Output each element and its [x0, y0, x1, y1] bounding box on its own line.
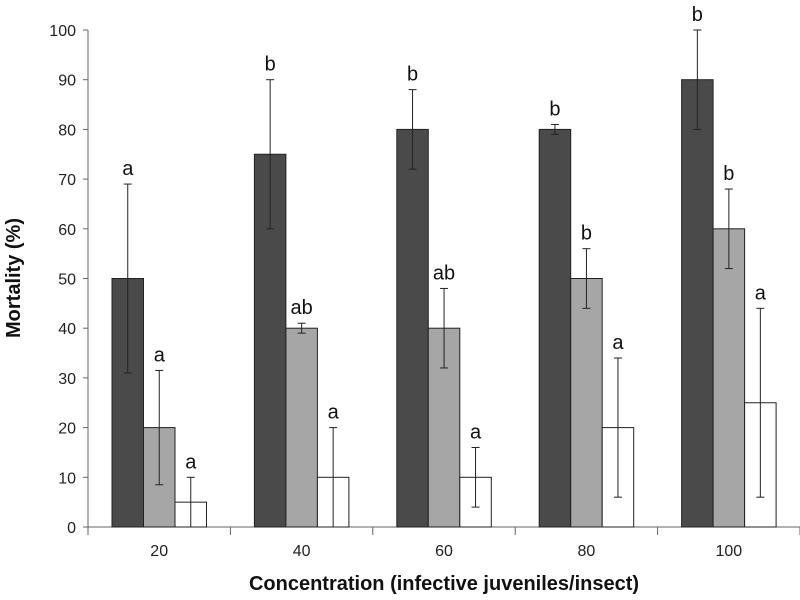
significance-letter: a	[328, 402, 340, 424]
y-tick-label: 40	[58, 321, 76, 338]
x-tick-label: 40	[293, 543, 311, 560]
y-tick-label: 90	[58, 73, 76, 90]
y-axis-title: Mortality (%)	[3, 218, 25, 338]
x-axis-title: Concentration (infective juveniles/insec…	[249, 573, 639, 595]
significance-letter: a	[612, 332, 624, 354]
y-tick-label: 80	[58, 122, 76, 139]
bar-series-1	[396, 128, 429, 528]
significance-letter: a	[755, 282, 767, 304]
significance-letter: ab	[433, 262, 455, 284]
x-tick-label: 60	[435, 543, 453, 560]
significance-letter: a	[185, 451, 197, 473]
significance-letter: b	[407, 64, 418, 86]
significance-letter: b	[581, 223, 592, 245]
significance-letter: ab	[291, 297, 313, 319]
y-tick-label: 10	[58, 470, 76, 487]
y-tick-label: 60	[58, 222, 76, 239]
significance-letter: a	[470, 421, 482, 443]
x-tick-label: 20	[150, 543, 168, 560]
y-tick-label: 70	[58, 172, 76, 189]
bar-series-2	[570, 278, 603, 528]
bar-series-2	[712, 228, 746, 528]
significance-letter: b	[692, 4, 703, 26]
y-tick-label: 50	[58, 272, 76, 289]
significance-letter: a	[122, 158, 134, 180]
bar-series-2	[285, 327, 318, 528]
bar-series-1	[681, 79, 714, 528]
bar-series-1	[538, 128, 572, 528]
significance-letter: b	[723, 163, 734, 185]
y-tick-label: 30	[58, 371, 76, 388]
x-tick-label: 80	[578, 543, 596, 560]
x-tick-label: 100	[715, 543, 742, 560]
y-tick-label: 100	[49, 23, 76, 40]
significance-letter: b	[265, 54, 276, 76]
y-tick-label: 0	[67, 520, 76, 537]
significance-letter: b	[549, 98, 560, 120]
significance-letter: a	[154, 344, 166, 366]
y-tick-label: 20	[58, 421, 76, 438]
